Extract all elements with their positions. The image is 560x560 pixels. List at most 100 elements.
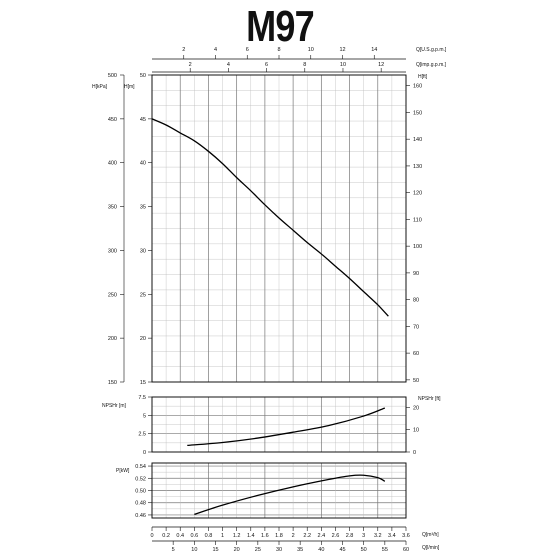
top-impgpm-tick-label: 2 [189,62,192,68]
head-ft-tick-label: 110 [413,217,422,223]
power-tick-label: 0.50 [135,489,146,495]
bottom-m3h-tick-label: 1.8 [275,533,283,539]
chart-title: M97 [246,2,315,51]
bottom-m3h-tick-label: 3.4 [388,533,396,539]
head-kpa-tick-label: 250 [108,292,117,298]
bottom-m3h-tick-label: 0.4 [176,533,184,539]
top-usgpm-tick-label: 14 [371,47,377,53]
bottom-m3h-tick-label: 0.2 [162,533,170,539]
npsh-frame [151,396,407,453]
head-ft-tick-label: 150 [413,110,422,116]
npsh-ft-axis-label: NPSHr [ft] [418,396,441,402]
bottom-m3h-tick-label: 2.8 [346,533,354,539]
npsh-ft-tick-label: 10 [413,428,419,434]
npsh-m-axis-label: NPSHr [m] [102,403,127,409]
head-ft-tick-label: 120 [413,191,422,197]
top-usgpm-tick-label: 8 [277,47,280,53]
npsh-m-tick-label: 2.5 [138,432,146,438]
head-kpa-axis-label: H[kPa] [92,84,108,90]
head-ft-tick-label: 140 [413,137,422,143]
bottom-lmin-tick-label: 5 [172,547,175,553]
head-kpa-tick-label: 150 [108,380,117,386]
top-impgpm-tick-label: 12 [378,62,384,68]
bottom-lmin-tick-label: 45 [339,547,345,553]
head-m-tick-label: 30 [140,248,146,254]
bottom-lmin-tick-label: 10 [191,547,197,553]
head-curve [151,118,389,317]
top-usgpm-tick-label: 2 [182,47,185,53]
head-m-tick-label: 40 [140,161,146,167]
head-ft-tick-label: 160 [413,84,422,90]
power-tick-label: 0.48 [135,501,146,507]
npsh-curve [187,407,386,447]
head-m-tick-label: 35 [140,205,146,211]
top-impgpm-tick-label: 4 [227,62,230,68]
head-kpa-tick-label: 350 [108,205,117,211]
head-ft-tick-label: 70 [413,324,419,330]
bottom-m3h-tick-label: 1 [221,533,224,539]
bottom-m3h-tick-label: 2.4 [318,533,326,539]
head-kpa-tick-label: 500 [108,73,117,79]
bottom-lmin-tick-label: 15 [212,547,218,553]
bottom-m3h-tick-label: 0.6 [191,533,199,539]
head-ft-tick-label: 60 [413,351,419,357]
npsh-m-tick-label: 5 [143,413,146,419]
bottom-m3h-tick-label: 1.6 [261,533,269,539]
bottom-lmin-tick-label: 30 [276,547,282,553]
top-usgpm-tick-label: 6 [246,47,249,53]
top-impgpm-tick-label: 6 [265,62,268,68]
head-ft-tick-label: 100 [413,244,422,250]
head-ft-tick-label: 130 [413,164,422,170]
bottom-m3h-tick-label: 3.6 [402,533,410,539]
npsh-ft-tick-label: 20 [413,405,419,411]
bottom-lmin-tick-label: 20 [234,547,240,553]
head-ft-tick-label: 80 [413,298,419,304]
npsh-m-tick-label: 7.5 [138,395,146,401]
top-usgpm-tick-label: 12 [339,47,345,53]
bottom-m3h-tick-label: 2 [292,533,295,539]
head-ft-axis-label: H[ft] [418,74,428,80]
top-impgpm-tick-label: 8 [303,62,306,68]
bottom-lmin-axis-label: Q[l/min] [422,545,440,551]
head-kpa-tick-label: 300 [108,248,117,254]
bottom-lmin-tick-label: 35 [297,547,303,553]
head-ft-tick-label: 90 [413,271,419,277]
bottom-lmin-tick-label: 40 [318,547,324,553]
bottom-lmin-tick-label: 60 [403,547,409,553]
head-m-tick-label: 50 [140,73,146,79]
bottom-m3h-tick-label: 2.6 [332,533,340,539]
top-usgpm-tick-label: 10 [308,47,314,53]
bottom-m3h-tick-label: 0.8 [205,533,213,539]
bottom-lmin-tick-label: 55 [382,547,388,553]
head-kpa-tick-label: 450 [108,117,117,123]
bottom-m3h-tick-label: 1.2 [233,533,241,539]
top-impgpm-axis-label: Q[imp.g.p.m.] [416,62,447,68]
bottom-m3h-tick-label: 1.4 [247,533,255,539]
head-m-tick-label: 25 [140,292,146,298]
npsh-ft-tick-label: 0 [413,450,416,456]
power-tick-label: 0.54 [135,464,146,470]
bottom-m3h-tick-label: 3.2 [374,533,382,539]
head-kpa-tick-label: 400 [108,161,117,167]
bottom-m3h-tick-label: 0 [150,533,153,539]
bottom-lmin-tick-label: 50 [361,547,367,553]
top-usgpm-tick-label: 4 [214,47,217,53]
head-frame [151,74,407,383]
top-usgpm-axis-label: Q[U.S.g.p.m.] [416,47,447,53]
head-m-tick-label: 45 [140,117,146,123]
head-m-tick-label: 15 [140,380,146,386]
power-curve [194,474,386,515]
bottom-lmin-tick-label: 25 [255,547,261,553]
power-axis-label: P[kW] [116,468,130,474]
bottom-m3h-tick-label: 2.2 [303,533,311,539]
head-m-axis-label: H[m] [124,84,135,90]
bottom-m3h-axis-label: Q[m³/h] [422,532,439,538]
head-kpa-tick-label: 200 [108,336,117,342]
power-tick-label: 0.52 [135,476,146,482]
top-impgpm-tick-label: 10 [340,62,346,68]
head-m-tick-label: 20 [140,336,146,342]
bottom-m3h-tick-label: 3 [362,533,365,539]
head-ft-tick-label: 50 [413,378,419,384]
power-tick-label: 0.46 [135,513,146,519]
